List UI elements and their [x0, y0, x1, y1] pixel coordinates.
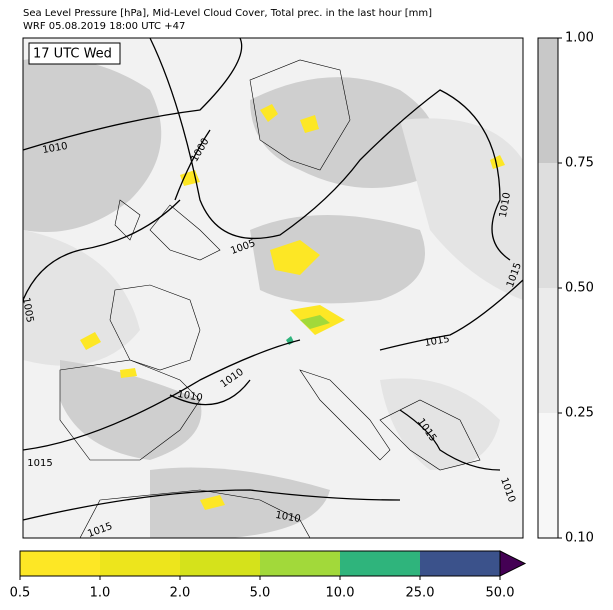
tick-label: 0.25 [565, 406, 594, 421]
colorbar-segment [538, 413, 558, 538]
tick-label: 25.0 [406, 586, 435, 601]
time-label: 17 UTC Wed [33, 47, 112, 62]
colorbar-segment [340, 551, 420, 576]
colorbar-segment [260, 551, 340, 576]
colorbar-segment [100, 551, 180, 576]
isobar-label: 1010 [176, 389, 203, 404]
tick-label: 0.10 [565, 531, 594, 546]
isobar-label: 1005 [20, 297, 35, 324]
isobar-label: 1010 [42, 141, 69, 156]
colorbar-segment [420, 551, 500, 576]
colorbar-segment [20, 551, 100, 576]
isobar-label: 1010 [274, 510, 301, 525]
map-frame [22, 37, 524, 539]
tick-label: 0.75 [565, 156, 594, 171]
map: 17 UTC Wed 1010 1000100510051010101010151… [20, 37, 524, 540]
subtitle: WRF 05.08.2019 18:00 UTC +47 [23, 21, 185, 32]
tick-label: 50.0 [486, 586, 515, 601]
colorbar-segment [538, 38, 558, 163]
colorbar-extension [499, 550, 527, 577]
tick-label: 0.5 [10, 586, 31, 601]
title: Sea Level Pressure [hPa], Mid-Level Clou… [23, 8, 432, 19]
colorbar-segment [538, 163, 558, 288]
colorbar-segment [180, 551, 260, 576]
coastlines [59, 59, 481, 539]
isobar-label: 1015 [27, 458, 52, 469]
tick-label: 2.0 [170, 586, 191, 601]
precip-colorbar: 0.5 1.0 2.0 5.0 10.0 25.0 50.0 [10, 550, 527, 601]
colorbar-segment [538, 288, 558, 413]
tick-label: 1.0 [90, 586, 111, 601]
tick-label: 10.0 [326, 586, 355, 601]
tick-label: 0.50 [565, 281, 594, 296]
cloud-colorbar: 0.10 0.25 0.50 0.75 1.00 [537, 31, 594, 546]
isobars [22, 37, 524, 521]
time-label-box [28, 42, 121, 65]
tick-label: 1.00 [565, 31, 594, 46]
isobar-label: 1015 [424, 334, 451, 349]
tick-label: 5.0 [250, 586, 271, 601]
isobar-label: 1010 [498, 192, 513, 219]
